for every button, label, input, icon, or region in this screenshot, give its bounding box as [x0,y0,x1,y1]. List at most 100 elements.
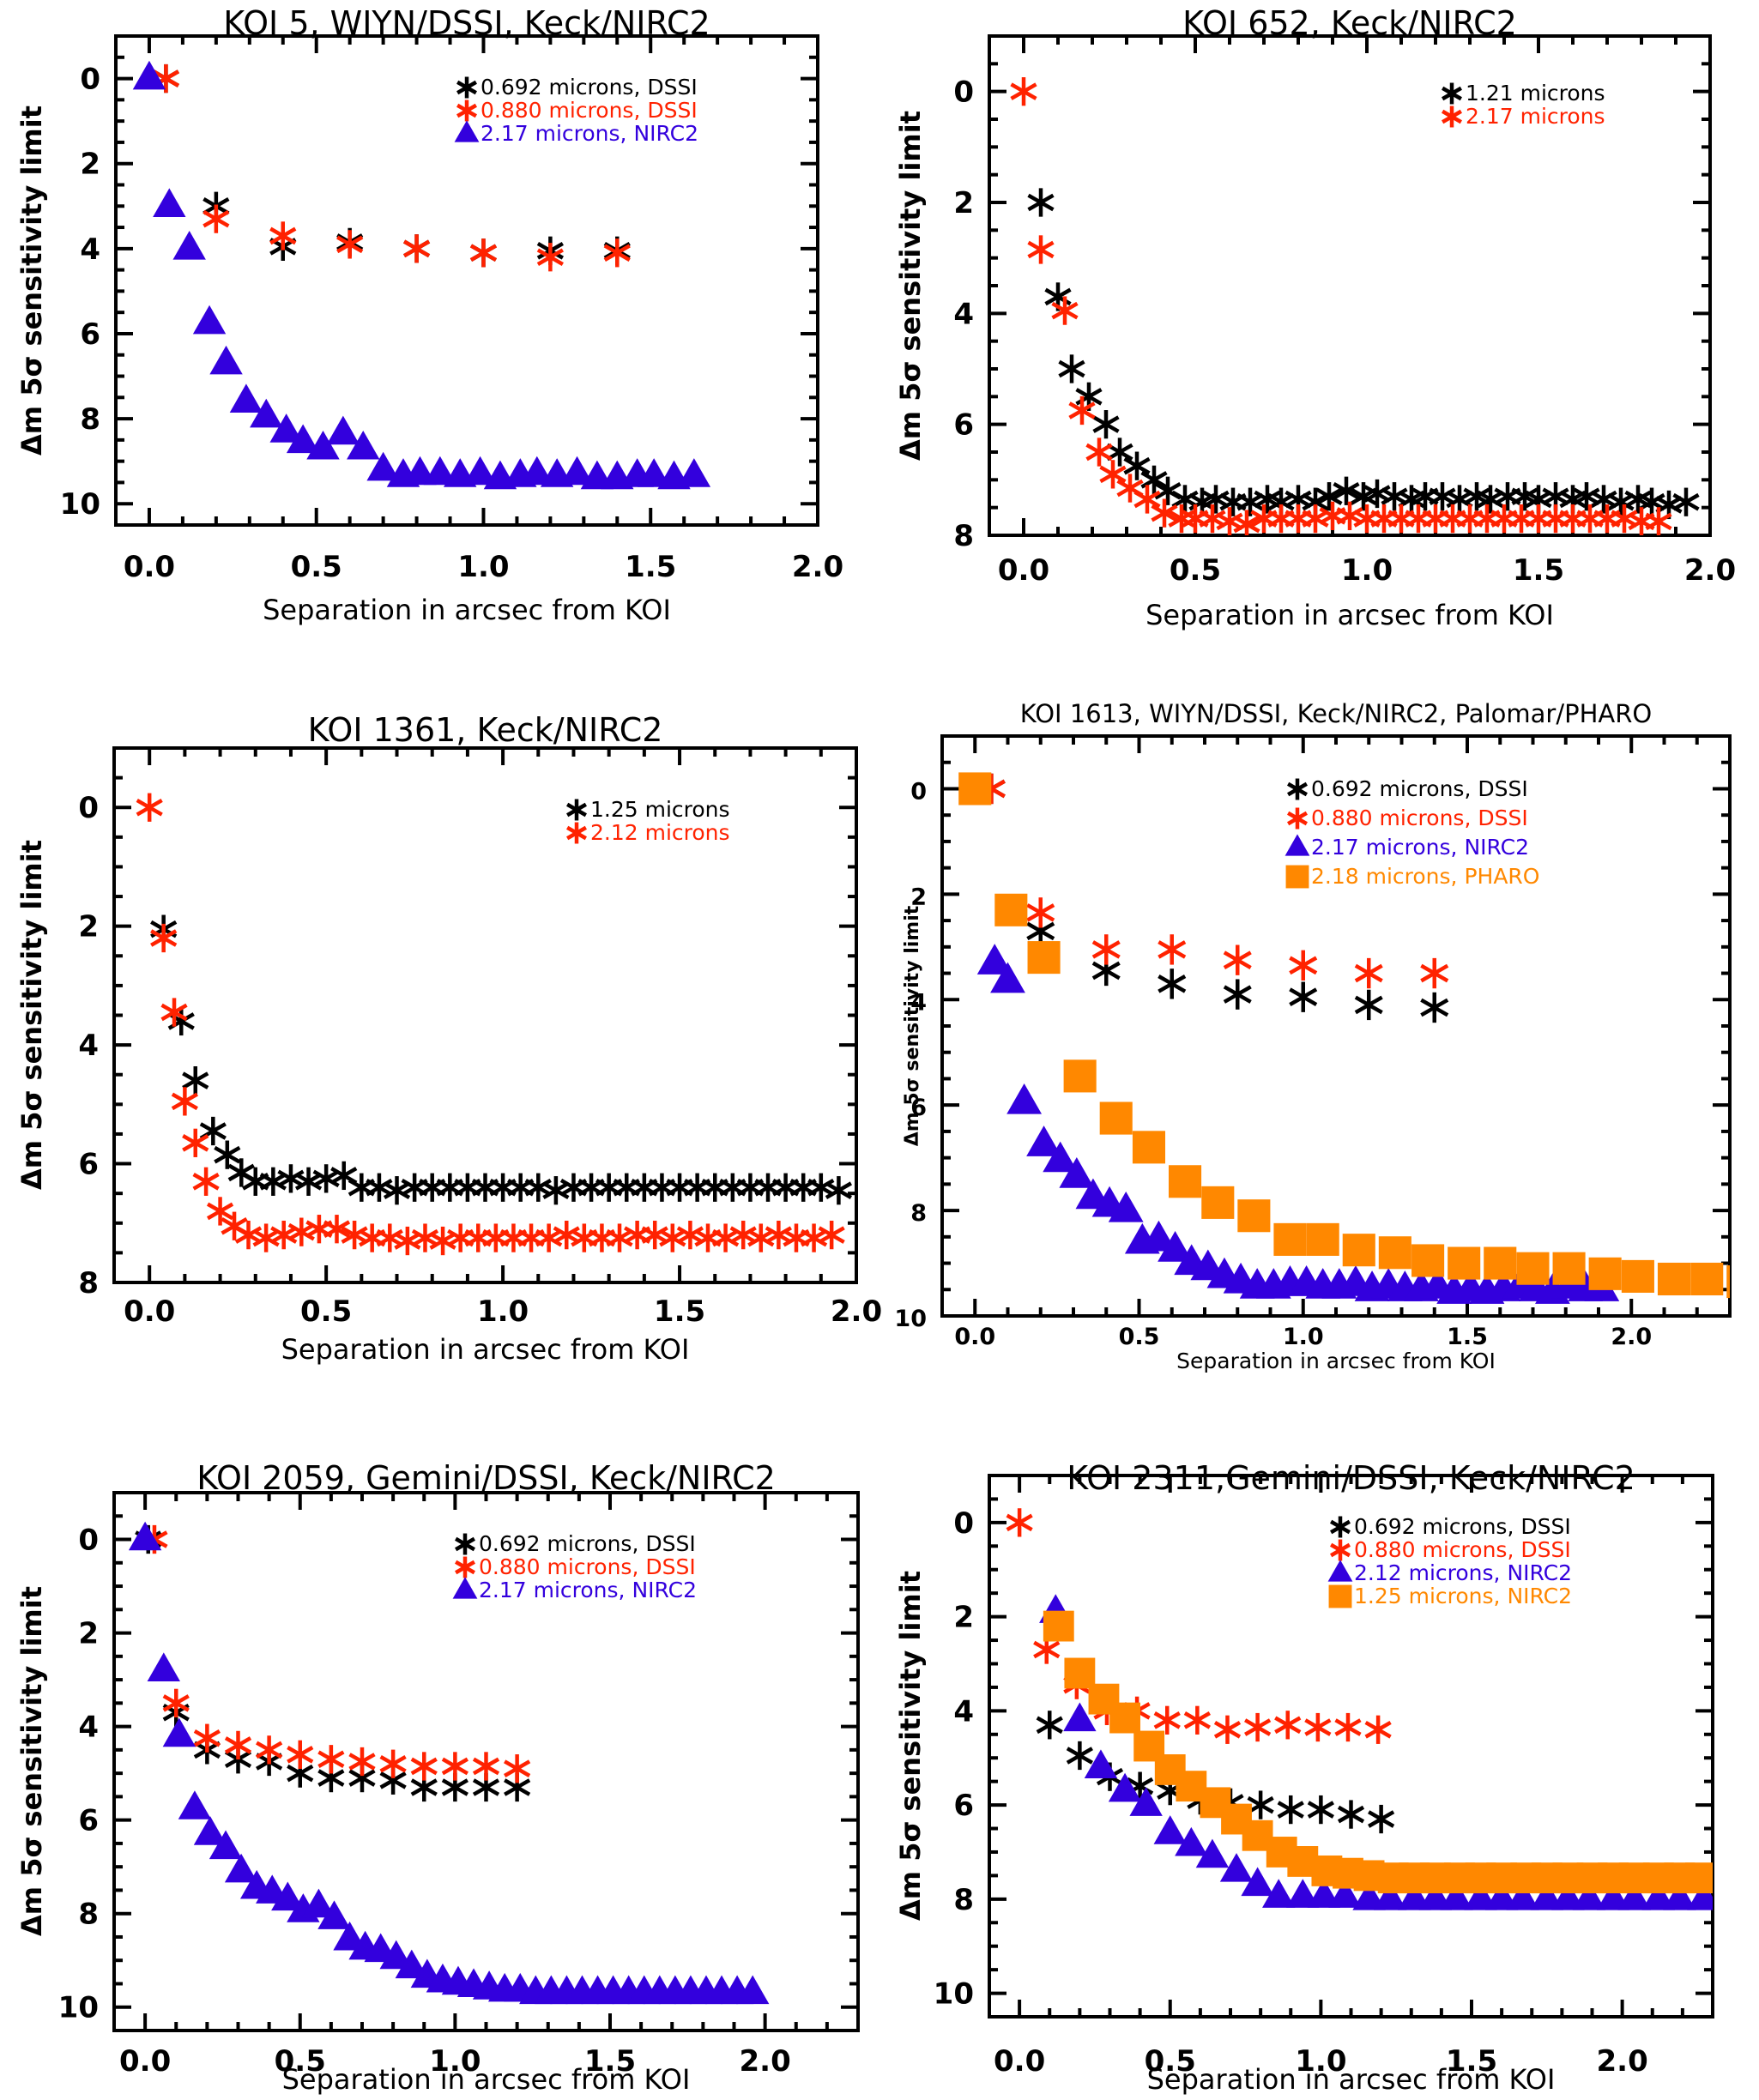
data-point [348,1173,375,1202]
data-point [754,1173,782,1202]
y-axis-label: Δm 5σ sensitivity limit [15,106,48,456]
data-point [1237,1199,1271,1233]
data-point [1171,485,1199,514]
data-point [234,1220,263,1250]
data-point [504,1754,531,1783]
x-tick-label: 0.0 [998,553,1049,588]
data-point [1006,1083,1043,1114]
data-point [302,1888,335,1918]
y-axis-label: Δm 5σ sensitivity limit [894,1571,927,1921]
x-axis-label: Separation in arcsec from KOI [282,2063,691,2096]
y-tick-label: 4 [78,1711,99,1745]
data-point [1027,188,1055,217]
legend-label: 2.12 microns, NIRC2 [1354,1560,1572,1585]
data-point [1216,507,1243,535]
data-point [317,1900,351,1929]
data-points [132,60,711,490]
data-point [287,1217,315,1246]
legend-marker-asterisk-icon [1442,106,1462,128]
data-point [1352,1880,1386,1910]
legend-marker-asterisk-icon [566,799,587,821]
x-tick-label: 0.5 [291,550,342,584]
data-point [171,1087,198,1116]
data-point [1289,950,1318,981]
series-square-4 [958,772,1730,1299]
data-point [1241,1867,1274,1897]
data-point [1516,1252,1550,1285]
series-square-4 [1043,1610,1713,1894]
data-point [1302,504,1329,534]
data-point [1657,1262,1691,1296]
data-point [259,1167,287,1196]
data-point [269,221,297,250]
data-point [772,1173,800,1202]
data-point [178,1790,212,1819]
x-tick-label: 0.0 [119,2044,171,2079]
x-tick-label: 1.5 [584,2044,636,2079]
x-tick-label: 2.0 [1611,1324,1652,1350]
data-point [1153,1815,1187,1844]
y-tick-label: 2 [910,884,927,910]
data-point [1036,1711,1063,1740]
data-point [1085,438,1113,467]
x-tick-label: 0.5 [300,1294,352,1329]
data-point [800,1223,828,1252]
y-tick-label: 10 [894,1306,927,1332]
plot-frame [988,1474,1714,2019]
series-asterisk-2 [976,773,1449,989]
legend-label: 0.880 microns, DSSI [1311,806,1528,830]
data-point [1617,1880,1651,1910]
data-point [463,456,497,486]
data-point [1066,1741,1093,1771]
data-point [507,1173,535,1202]
data-point [606,1223,633,1252]
data-point [128,1521,162,1551]
data-point [1506,1880,1539,1910]
x-tick-label: 0.0 [954,1324,995,1350]
series-triangle-3 [1039,1594,1713,1910]
data-point [224,1730,252,1760]
legend-label: 2.18 microns, PHARO [1311,864,1539,889]
x-tick-label: 1.0 [1283,1324,1324,1350]
data-point [1151,498,1178,528]
y-tick-label: 0 [78,1524,99,1558]
data-point [464,1223,492,1252]
data-point [306,430,340,460]
y-axis-label: Δm 5σ sensitivity limit [15,840,48,1190]
data-point [1672,487,1700,516]
data-point [1063,1059,1097,1093]
data-point [454,1173,481,1202]
data-point [1354,989,1383,1021]
data-point [1690,1262,1724,1296]
data-point [1477,485,1504,514]
data-point [192,1167,220,1196]
x-tick-label: 1.0 [1341,553,1393,588]
data-point [294,1167,323,1196]
data-point [214,1140,241,1169]
series-triangle-3 [128,1521,770,2005]
data-point [1277,1795,1304,1825]
data-point [1552,1252,1586,1285]
data-point [613,1173,640,1202]
data-point [1611,504,1638,534]
data-point [1559,504,1587,534]
data-point [1158,969,1187,999]
data-point [1026,1125,1061,1156]
chart-title: KOI 2059, Gemini/DSSI, Keck/NIRC2 [196,1459,776,1497]
legend-label: 2.17 microns, NIRC2 [1311,835,1529,860]
series-asterisk-2 [136,793,845,1256]
data-point [1027,235,1055,264]
data-point [1026,897,1055,928]
data-point [1525,504,1552,534]
y-tick-label: 4 [910,989,927,1016]
data-point [1333,476,1360,505]
x-tick-label: 2.0 [831,1294,882,1329]
data-points [128,1521,770,2005]
data-points [1006,1508,1713,1910]
x-axis-label: Separation in arcsec from KOI [281,1333,690,1366]
data-point [1420,957,1449,989]
data-point [472,1752,500,1781]
y-axis-label: Δm 5σ sensitivity limit [902,905,923,1146]
data-point [603,238,631,268]
